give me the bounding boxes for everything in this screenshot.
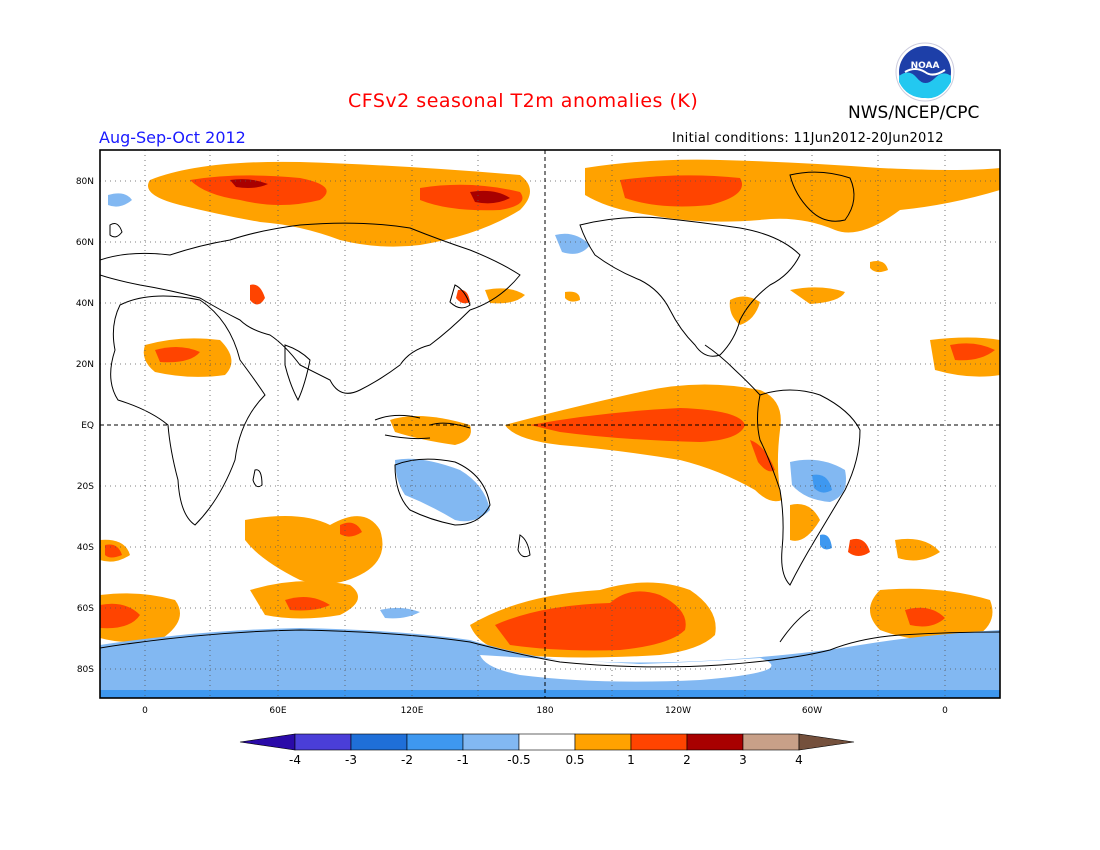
indian-ocean-strong (285, 596, 330, 611)
colorbar-label: 0.5 (565, 753, 584, 767)
uk-outline (109, 223, 123, 238)
colorbar-label: -0.5 (507, 753, 530, 767)
atlantic-warm (790, 287, 845, 304)
arctic-strong-warm-3 (620, 175, 742, 207)
arctic-strong-warm-2 (420, 184, 523, 211)
season-label: Aug-Sep-Oct 2012 (99, 128, 246, 147)
africa-outline (110, 295, 266, 526)
lat-label: 40S (77, 543, 94, 553)
noaa-logo: NOAA (895, 42, 955, 102)
lon-label: 180 (536, 706, 553, 716)
south-atlantic-warm-3 (895, 538, 940, 561)
anomaly-fields (100, 159, 1000, 698)
pacific-strong-warm (530, 408, 745, 442)
colorbar-label: 2 (683, 753, 691, 767)
reference-lines (100, 150, 1000, 698)
india-outline (284, 344, 311, 402)
southern-pacific-strong (495, 591, 686, 651)
lat-label: EQ (81, 421, 94, 431)
s-indian-cold (380, 607, 420, 619)
colorbar-label: -2 (401, 753, 413, 767)
lat-label: 40N (76, 299, 94, 309)
arctic-strong-warm (190, 175, 327, 205)
colorbar-arrow-high (798, 733, 855, 751)
madagascar-outline (252, 469, 263, 488)
indian-ocean-strong-2 (340, 522, 362, 537)
s-brazil-warm (790, 504, 820, 541)
sahara-strong-2 (950, 343, 995, 361)
north-america-outline (579, 216, 801, 357)
antarctic-cold-2 (100, 690, 1000, 698)
graticule (100, 150, 1000, 698)
lon-label: 0 (942, 706, 948, 716)
south-pacific-white (480, 655, 772, 682)
nw-europe-cold (108, 193, 132, 207)
colorbar-label: 1 (627, 753, 635, 767)
arctic-very-warm-2 (230, 179, 268, 188)
latitude-labels: 80N 60N 40N 20N EQ 20S 40S 60S 80S (76, 177, 94, 675)
south-atlantic-warm-4 (848, 538, 870, 556)
colorbar-label: -1 (457, 753, 469, 767)
colorbar-swatch (686, 733, 744, 751)
indonesia-outline (374, 414, 471, 440)
south-atlantic-strong-5 (105, 544, 122, 558)
central-america-outline (704, 344, 761, 396)
lat-label: 20N (76, 360, 94, 370)
colorbar-swatch (630, 733, 688, 751)
australia-cold (395, 458, 490, 522)
lat-label: 80S (77, 665, 94, 675)
north-pacific-cold (555, 233, 590, 254)
coastlines (100, 171, 1000, 668)
colorbar-label: -4 (289, 753, 301, 767)
greenland-outline (789, 171, 855, 222)
lat-label: 60N (76, 238, 94, 248)
japan-warm (456, 289, 470, 304)
south-atlantic-strong (100, 603, 140, 629)
map-title: CFSv2 seasonal T2m anomalies (K) (348, 90, 699, 112)
agency-label: NWS/NCEP/CPC (848, 103, 980, 123)
lon-label: 0 (142, 706, 148, 716)
colorbar-label: -3 (345, 753, 357, 767)
colorbar-label: 3 (739, 753, 747, 767)
nz-outline (517, 534, 531, 558)
initial-conditions-label: Initial conditions: 11Jun2012-20Jun2012 (672, 131, 944, 146)
lon-label: 120W (665, 706, 691, 716)
arctic-very-warm (470, 190, 510, 204)
longitude-labels: 0 60E 120E 180 120W 60W 0 (142, 706, 948, 716)
colorbar-label: 4 (795, 753, 803, 767)
atlantic-warm-2 (565, 291, 580, 302)
lat-label: 80N (76, 177, 94, 187)
colorbar-swatch (518, 733, 576, 751)
south-america-cold-2 (812, 474, 832, 493)
logo-text: NOAA (911, 61, 940, 71)
colorbar-swatch (294, 733, 352, 751)
greenland-warm (870, 261, 888, 273)
colorbar: -4 -3 -2 -1 -0.5 0.5 1 2 3 4 (239, 733, 855, 767)
sahara-strong (155, 346, 200, 363)
lon-label: 60W (802, 706, 822, 716)
colorbar-swatch (350, 733, 408, 751)
lat-label: 60S (77, 604, 94, 614)
colorbar-swatch (742, 733, 800, 751)
lon-label: 60E (269, 706, 286, 716)
lat-label: 20S (77, 482, 94, 492)
japan-outline (449, 284, 471, 309)
antarctica-outline (100, 629, 1000, 668)
eurasia-outline (100, 222, 521, 394)
colorbar-swatch (406, 733, 464, 751)
south-america-outline (757, 389, 861, 586)
peru-warm (750, 440, 775, 472)
pacific-nw-warm (485, 288, 525, 304)
south-atlantic-strong-2 (905, 607, 945, 627)
map-frame (99, 149, 1001, 699)
lon-label: 120E (401, 706, 424, 716)
australia-outline (394, 458, 491, 526)
argentina-cold (820, 534, 832, 550)
caspian-warm (250, 284, 265, 305)
colorbar-arrow-low (239, 733, 296, 751)
antarctic-peninsula (779, 609, 811, 643)
colorbar-swatch (462, 733, 520, 751)
colorbar-swatch (574, 733, 632, 751)
